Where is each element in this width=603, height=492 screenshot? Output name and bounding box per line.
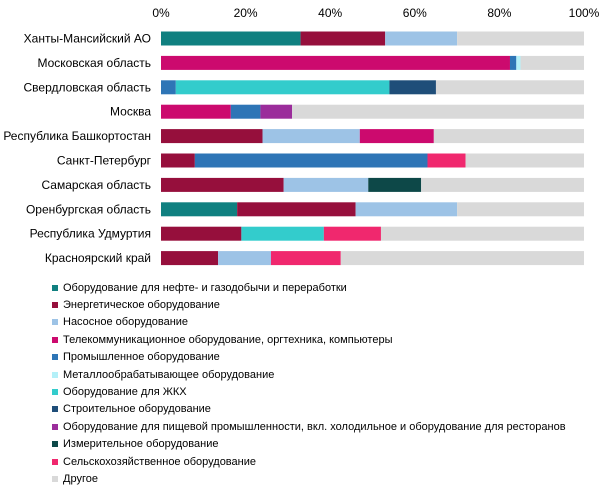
bar-segment (194, 153, 428, 168)
category-label: Москва (110, 105, 151, 119)
bars (161, 31, 584, 266)
bar-segment (465, 153, 584, 168)
stacked-bar-chart: 0% 20% 40% 60% 80% 100% Ханты-Мансийский АО Мо… (3, 6, 600, 266)
legend-swatch (52, 406, 58, 413)
category-label: Самарская область (41, 178, 151, 192)
legend-swatch (52, 458, 58, 465)
legend-label: Промышленное оборудование (63, 351, 220, 364)
legend-swatch (52, 319, 58, 326)
bar-segment (161, 177, 284, 192)
legend-label: Сельскохозяйственное оборудование (63, 455, 256, 468)
bar-segment (389, 80, 436, 95)
legend-label: Телекоммуникационное оборудование, оргте… (63, 333, 393, 346)
bar-segment (427, 153, 466, 168)
bar-segment (161, 55, 510, 70)
category-label: Красноярский край (45, 251, 151, 265)
legend-swatch (52, 284, 58, 291)
legend-item: Насосное оборудование (52, 314, 600, 331)
bar-segment (340, 251, 584, 266)
category-label: Оренбургская область (26, 202, 151, 216)
bar-segment (368, 177, 422, 192)
bar-segment (161, 251, 219, 266)
legend-swatch (52, 302, 58, 309)
bar-segment (283, 177, 369, 192)
x-tick-label: 80% (487, 6, 511, 20)
legend-label: Оборудование для ЖКХ (63, 386, 187, 399)
legend-label: Насосное оборудование (63, 316, 189, 329)
bar-segment (385, 31, 458, 46)
legend-item: Оборудование для нефте- и газодобычи и п… (52, 279, 600, 296)
legend-item: Оборудование для ЖКХ (52, 383, 600, 400)
bar-segment (380, 226, 584, 241)
bar-segment (457, 31, 584, 46)
legend-label: Строительное оборудование (63, 403, 211, 416)
bar-segment (230, 104, 261, 119)
legend: Оборудование для нефте- и газодобычи и п… (52, 279, 600, 488)
legend-item: Промышленное оборудование (52, 349, 600, 366)
legend-swatch (52, 423, 58, 430)
category-label: Ханты-Мансийский АО (24, 32, 151, 46)
legend-item: Энергетическое оборудование (52, 296, 600, 313)
legend-label: Металлообрабатывающее оборудование (63, 368, 275, 381)
legend-item: Металлообрабатывающее оборудование (52, 366, 600, 383)
bar-segment (161, 129, 263, 144)
legend-swatch (52, 475, 58, 482)
x-tick-label: 100% (569, 6, 600, 20)
y-axis-category-labels: Ханты-Мансийский АО Московская область Све… (3, 32, 151, 266)
bar-segment (323, 226, 381, 241)
bar-segment (520, 55, 584, 70)
bar-segment (270, 251, 341, 266)
bar-segment (292, 104, 584, 119)
category-label: Санкт-Петербург (57, 154, 152, 168)
bar-segment (421, 177, 584, 192)
bar-segment (161, 202, 238, 217)
legend-item: Строительное оборудование (52, 401, 600, 418)
bar-segment (161, 226, 242, 241)
bar-segment (300, 31, 386, 46)
x-tick-label: 0% (152, 6, 170, 20)
bar-segment (457, 202, 584, 217)
legend-swatch (52, 389, 58, 396)
x-axis-ticks: 0% 20% 40% 60% 80% 100% (152, 6, 599, 20)
bar-segment (161, 153, 195, 168)
x-tick-label: 40% (318, 6, 342, 20)
bar-segment (435, 80, 584, 95)
bar-segment (359, 129, 434, 144)
category-label: Республика Удмуртия (30, 227, 151, 241)
bar-segment (355, 202, 458, 217)
bar-segment (175, 80, 390, 95)
bar-segment (516, 55, 521, 70)
bar-segment (161, 31, 301, 46)
category-label: Московская область (37, 56, 151, 70)
legend-swatch (52, 336, 58, 343)
bar-segment (161, 104, 231, 119)
x-tick-label: 20% (234, 6, 258, 20)
legend-item: Сельскохозяйственное оборудование (52, 453, 600, 470)
bar-segment (262, 129, 360, 144)
legend-label: Измерительное оборудование (63, 438, 219, 451)
legend-label: Другое (63, 472, 98, 485)
bar-segment (260, 104, 293, 119)
category-label: Республика Башкортостан (3, 129, 151, 143)
bar-segment (509, 55, 517, 70)
category-label: Свердловская область (24, 80, 151, 94)
bar-segment (218, 251, 271, 266)
legend-swatch (52, 441, 58, 448)
legend-item: Телекоммуникационное оборудование, оргте… (52, 331, 600, 348)
bar-segment (433, 129, 584, 144)
legend-label: Энергетическое оборудование (63, 299, 220, 312)
legend-label: Оборудование для пищевой промышленности,… (63, 420, 566, 433)
legend-item: Оборудование для пищевой промышленности,… (52, 418, 600, 435)
bar-segment (241, 226, 324, 241)
legend-item: Другое (52, 470, 600, 487)
legend-swatch (52, 354, 58, 361)
bar-segment (161, 80, 176, 95)
legend-label: Оборудование для нефте- и газодобычи и п… (63, 281, 347, 294)
legend-swatch (52, 371, 58, 378)
x-tick-label: 60% (403, 6, 427, 20)
bar-segment (237, 202, 356, 217)
legend-item: Измерительное оборудование (52, 436, 600, 453)
